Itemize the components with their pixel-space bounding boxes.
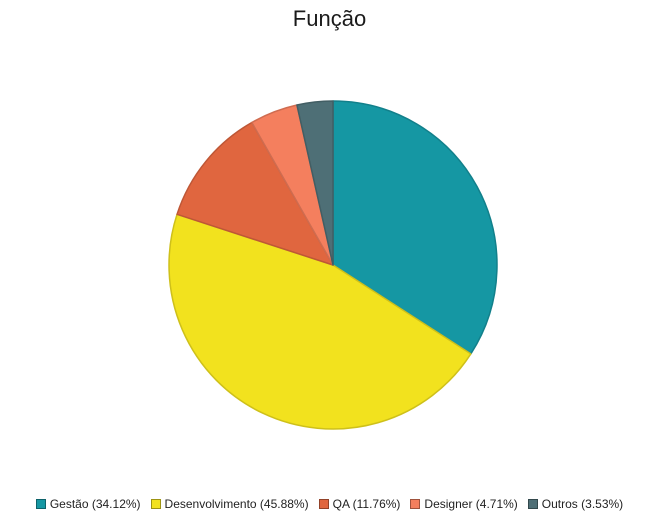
legend-item-designer[interactable]: Designer (4.71%) [410,497,518,511]
chart-legend: Gestão (34.12%) Desenvolvimento (45.88%)… [0,497,659,511]
legend-label-designer: Designer (4.71%) [424,497,518,511]
legend-item-desenvolvimento[interactable]: Desenvolvimento (45.88%) [150,497,309,511]
legend-label-qa: QA (11.76%) [332,497,401,511]
legend-label-desenvolvimento: Desenvolvimento (45.88%) [164,497,309,511]
legend-label-gestao: Gestão (34.12%) [49,497,141,511]
legend-swatch-qa [318,499,329,509]
legend-swatch-outros [527,499,538,509]
legend-label-outros: Outros (3.53%) [541,497,624,511]
legend-swatch-desenvolvimento [150,499,161,509]
legend-item-outros[interactable]: Outros (3.53%) [527,497,624,511]
legend-swatch-gestao [35,499,46,509]
pie-slice-desenvolvimento[interactable] [168,213,472,430]
chart-title: Função [292,6,367,31]
legend-item-qa[interactable]: QA (11.76%) [318,497,401,511]
pie-slice-qa[interactable] [176,121,334,266]
legend-item-gestao[interactable]: Gestão (34.12%) [35,497,141,511]
pie-slice-outros[interactable] [296,100,334,266]
legend-swatch-designer [410,499,421,509]
